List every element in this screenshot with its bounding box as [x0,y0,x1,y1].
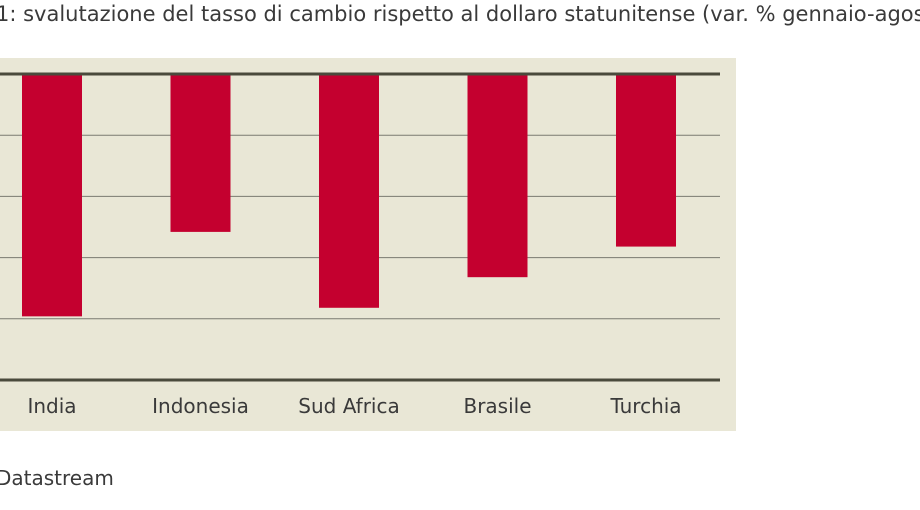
bar-brasile [467,74,528,278]
category-label: Turchia [609,394,681,418]
bar-turchia [616,74,676,247]
category-label: Indonesia [152,394,249,418]
category-label: India [27,394,76,418]
category-label: Sud Africa [298,394,399,418]
source-note: Datastream [0,466,114,490]
bar-indonesia [170,74,231,232]
chart-title: 1: svalutazione del tasso di cambio risp… [0,2,920,26]
category-label: Brasile [463,394,531,418]
bar-india [22,74,82,317]
bar-sud-africa [319,74,379,308]
